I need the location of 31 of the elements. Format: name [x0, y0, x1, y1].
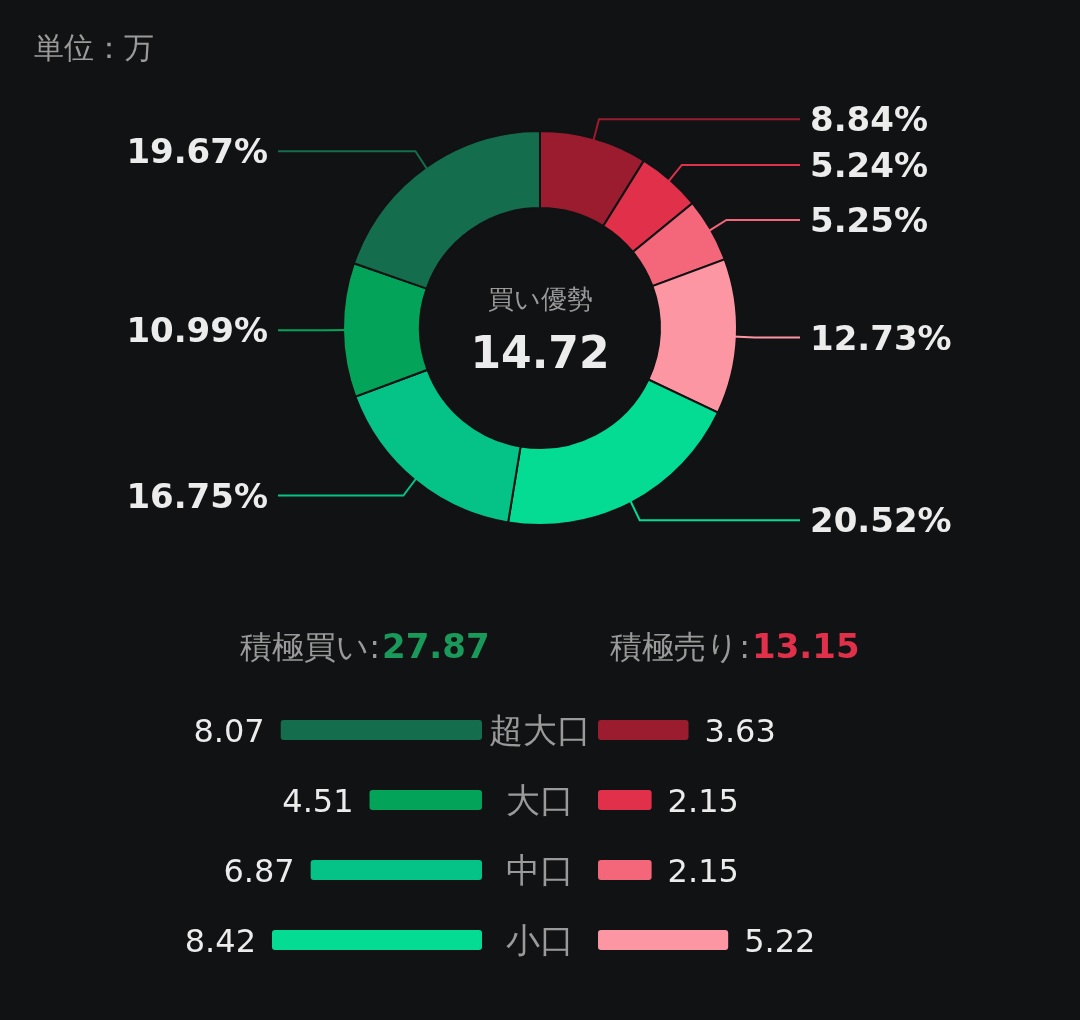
- text: 27.87: [382, 626, 490, 666]
- y-tick-label: 大口: [506, 780, 574, 820]
- data-label: 4.51: [282, 782, 354, 820]
- data-label: 12.73%: [810, 317, 952, 358]
- text: 買い優勢: [487, 284, 593, 314]
- data-label: 2.15: [667, 782, 739, 820]
- text: 積極買い:: [240, 628, 380, 666]
- bar: [369, 790, 482, 810]
- data-label: 5.24%: [810, 144, 928, 185]
- data-label: 8.07: [193, 712, 265, 750]
- data-label: 10.99%: [126, 310, 268, 351]
- bar: [280, 720, 482, 740]
- data-label: 8.84%: [810, 99, 928, 140]
- data-label: 5.25%: [810, 199, 928, 240]
- text: 積極売り:: [610, 628, 750, 666]
- y-tick-label: 中口: [506, 850, 574, 890]
- y-tick-label: 超大口: [489, 710, 591, 750]
- data-label: 20.52%: [810, 500, 952, 541]
- data-label: 8.42: [184, 922, 256, 960]
- text: 13.15: [752, 626, 860, 666]
- bar: [272, 930, 482, 950]
- data-label: 3.63: [704, 712, 776, 750]
- data-label: 19.67%: [126, 131, 268, 172]
- text: 14.72: [470, 327, 610, 378]
- data-label: 5.22: [744, 922, 816, 960]
- data-label: 2.15: [667, 852, 739, 890]
- y-tick-label: 小口: [506, 920, 574, 960]
- chart-title: 単位：万: [34, 30, 154, 65]
- bar: [310, 860, 482, 880]
- data-label: 16.75%: [126, 475, 268, 516]
- data-label: 6.87: [223, 852, 295, 890]
